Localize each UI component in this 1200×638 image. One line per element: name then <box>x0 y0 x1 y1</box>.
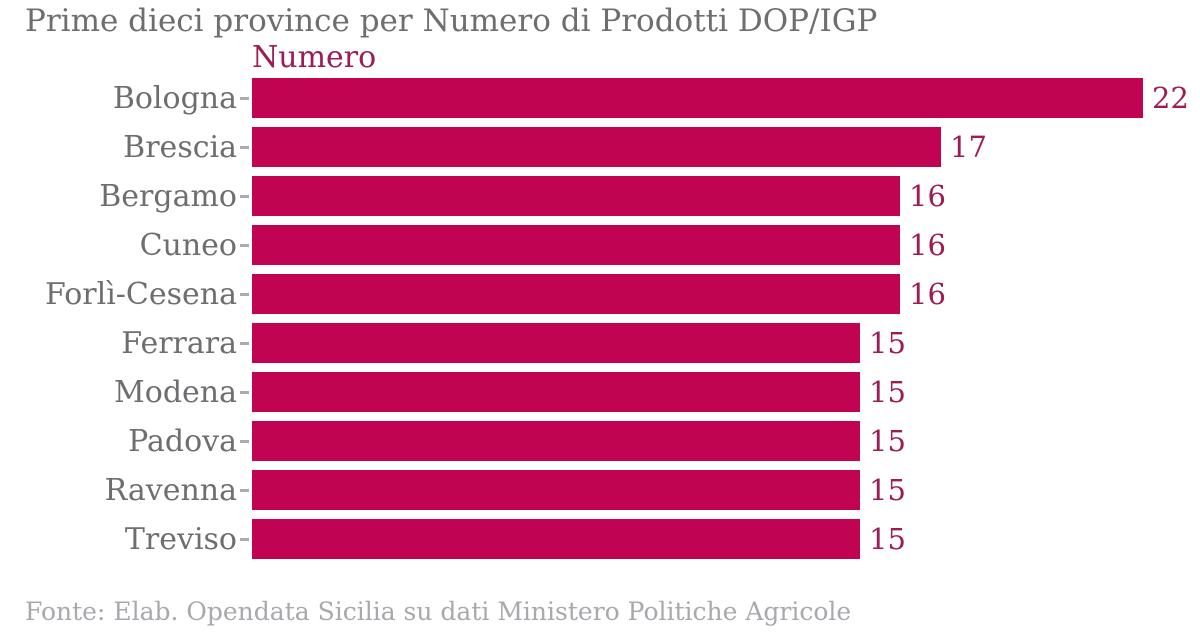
axis-tick <box>240 341 249 345</box>
value-label: 22 <box>1152 81 1189 115</box>
bar <box>252 421 860 461</box>
axis-tick <box>240 194 249 198</box>
chart-row: Bologna 22 <box>0 78 1200 118</box>
source-note: Fonte: Elab. Opendata Sicilia su dati Mi… <box>25 597 852 626</box>
value-label: 16 <box>909 277 946 311</box>
series-legend-label: Numero <box>252 40 377 75</box>
bar-chart: Bologna 22 Brescia 17 Bergamo 16 Cuneo 16 Forlì-… <box>0 78 1200 568</box>
bar <box>252 274 900 314</box>
bar <box>252 127 941 167</box>
bar <box>252 78 1143 118</box>
axis-tick <box>240 537 249 541</box>
chart-row: Ravenna 15 <box>0 470 1200 510</box>
axis-tick <box>240 145 249 149</box>
value-label: 15 <box>869 522 906 556</box>
bar <box>252 470 860 510</box>
category-label: Ferrara <box>121 325 237 361</box>
chart-row: Cuneo 16 <box>0 225 1200 265</box>
axis-tick <box>240 292 249 296</box>
value-label: 15 <box>869 375 906 409</box>
category-label: Modena <box>114 374 237 410</box>
category-label: Padova <box>128 423 237 459</box>
chart-row: Forlì-Cesena 16 <box>0 274 1200 314</box>
category-label: Bergamo <box>99 178 237 214</box>
chart-rows: Bologna 22 Brescia 17 Bergamo 16 Cuneo 16 Forlì-… <box>0 78 1200 559</box>
value-label: 16 <box>909 179 946 213</box>
bar <box>252 225 900 265</box>
category-label: Forlì-Cesena <box>45 276 237 312</box>
bar <box>252 519 860 559</box>
chart-row: Modena 15 <box>0 372 1200 412</box>
bar <box>252 372 860 412</box>
value-label: 15 <box>869 326 906 360</box>
chart-row: Brescia 17 <box>0 127 1200 167</box>
bar <box>252 176 900 216</box>
value-label: 17 <box>950 130 987 164</box>
bar <box>252 323 860 363</box>
axis-tick <box>240 243 249 247</box>
chart-row: Padova 15 <box>0 421 1200 461</box>
chart-row: Treviso 15 <box>0 519 1200 559</box>
value-label: 16 <box>909 228 946 262</box>
chart-title: Prime dieci province per Numero di Prodo… <box>25 3 878 39</box>
category-label: Ravenna <box>104 472 237 508</box>
category-label: Bologna <box>112 80 237 116</box>
category-label: Brescia <box>123 129 237 165</box>
axis-tick <box>240 488 249 492</box>
axis-tick <box>240 439 249 443</box>
category-label: Treviso <box>124 521 237 557</box>
chart-row: Ferrara 15 <box>0 323 1200 363</box>
value-label: 15 <box>869 424 906 458</box>
category-label: Cuneo <box>139 227 237 263</box>
value-label: 15 <box>869 473 906 507</box>
axis-tick <box>240 390 249 394</box>
axis-tick <box>240 96 249 100</box>
chart-row: Bergamo 16 <box>0 176 1200 216</box>
